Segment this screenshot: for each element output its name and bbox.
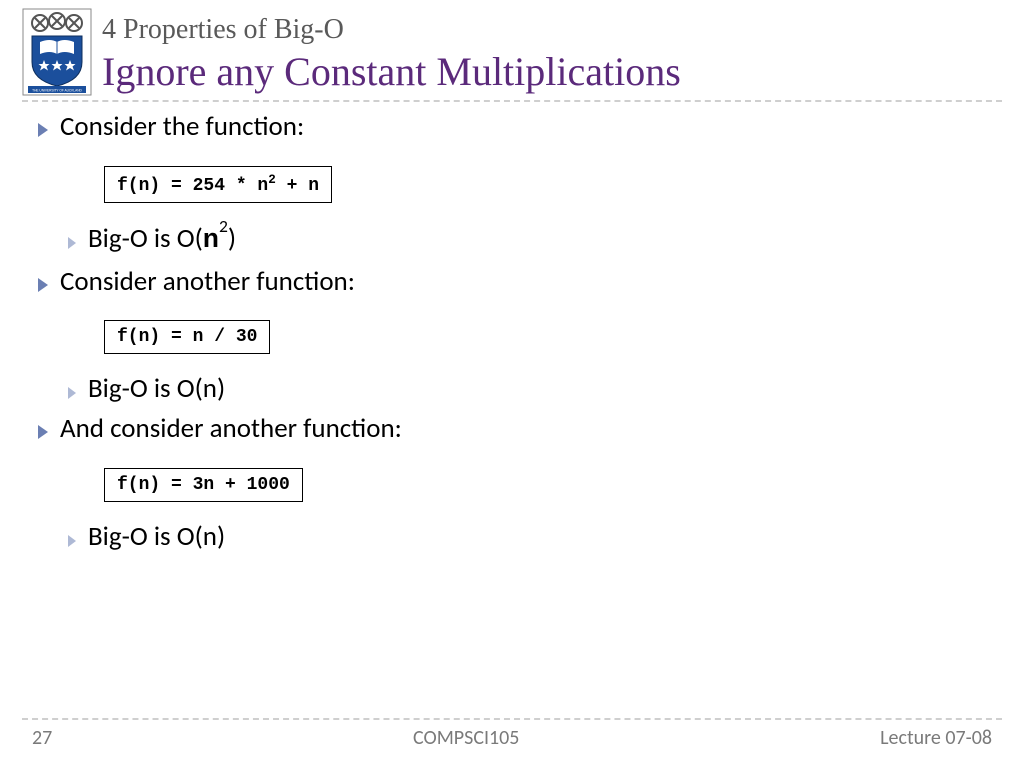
svg-text:THE UNIVERSITY OF AUCKLAND: THE UNIVERSITY OF AUCKLAND xyxy=(32,89,82,93)
text-part: Big-O is O( xyxy=(88,222,203,255)
slide-subtitle: 4 Properties of Big-O xyxy=(102,14,1004,46)
bullet-level1: Consider the function: xyxy=(38,108,1002,146)
bullet-text: Consider the function: xyxy=(60,108,304,146)
code-text: + n xyxy=(276,176,319,196)
bullet-level2: Big-O is O(n) xyxy=(68,518,1002,556)
course-code: COMPSCI105 xyxy=(413,726,519,750)
slide-title: Ignore any Constant Multiplications xyxy=(102,48,1004,95)
bullet-text: Big-O is O(n2) xyxy=(88,219,236,261)
text-part: ) xyxy=(228,222,236,255)
page-number: 27 xyxy=(32,726,52,750)
lecture-number: Lecture 07-08 xyxy=(880,726,992,750)
bullet-arrow-icon xyxy=(68,535,76,547)
code-box: f(n) = 254 * n2 + n xyxy=(104,166,332,203)
code-box: f(n) = 3n + 1000 xyxy=(104,468,303,502)
code-box: f(n) = n / 30 xyxy=(104,320,270,354)
bullet-arrow-icon xyxy=(68,387,76,399)
bullet-arrow-icon xyxy=(38,425,48,439)
bullet-text: And consider another function: xyxy=(60,410,402,448)
bullet-text: Consider another function: xyxy=(60,263,355,301)
code-sup: 2 xyxy=(268,173,276,187)
bullet-arrow-icon xyxy=(38,123,48,137)
code-text: f(n) = 254 * n xyxy=(117,176,268,196)
header: THE UNIVERSITY OF AUCKLAND 4 Properties … xyxy=(0,0,1024,96)
slide-content: Consider the function: f(n) = 254 * n2 +… xyxy=(0,108,1024,556)
bullet-level2: Big-O is O(n) xyxy=(68,370,1002,408)
university-logo: THE UNIVERSITY OF AUCKLAND xyxy=(22,8,92,96)
bullet-level1: Consider another function: xyxy=(38,263,1002,301)
footer: 27 COMPSCI105 Lecture 07-08 xyxy=(0,714,1024,750)
bullet-level1: And consider another function: xyxy=(38,410,1002,448)
bullet-arrow-icon xyxy=(38,278,48,292)
bullet-level2: Big-O is O(n2) xyxy=(68,219,1002,261)
sup-part: 2 xyxy=(219,215,228,237)
bullet-arrow-icon xyxy=(68,237,76,249)
mono-part: n xyxy=(203,226,219,256)
header-divider xyxy=(22,100,1002,102)
bullet-text: Big-O is O(n) xyxy=(88,518,225,556)
footer-divider xyxy=(22,718,1002,720)
bullet-text: Big-O is O(n) xyxy=(88,370,225,408)
